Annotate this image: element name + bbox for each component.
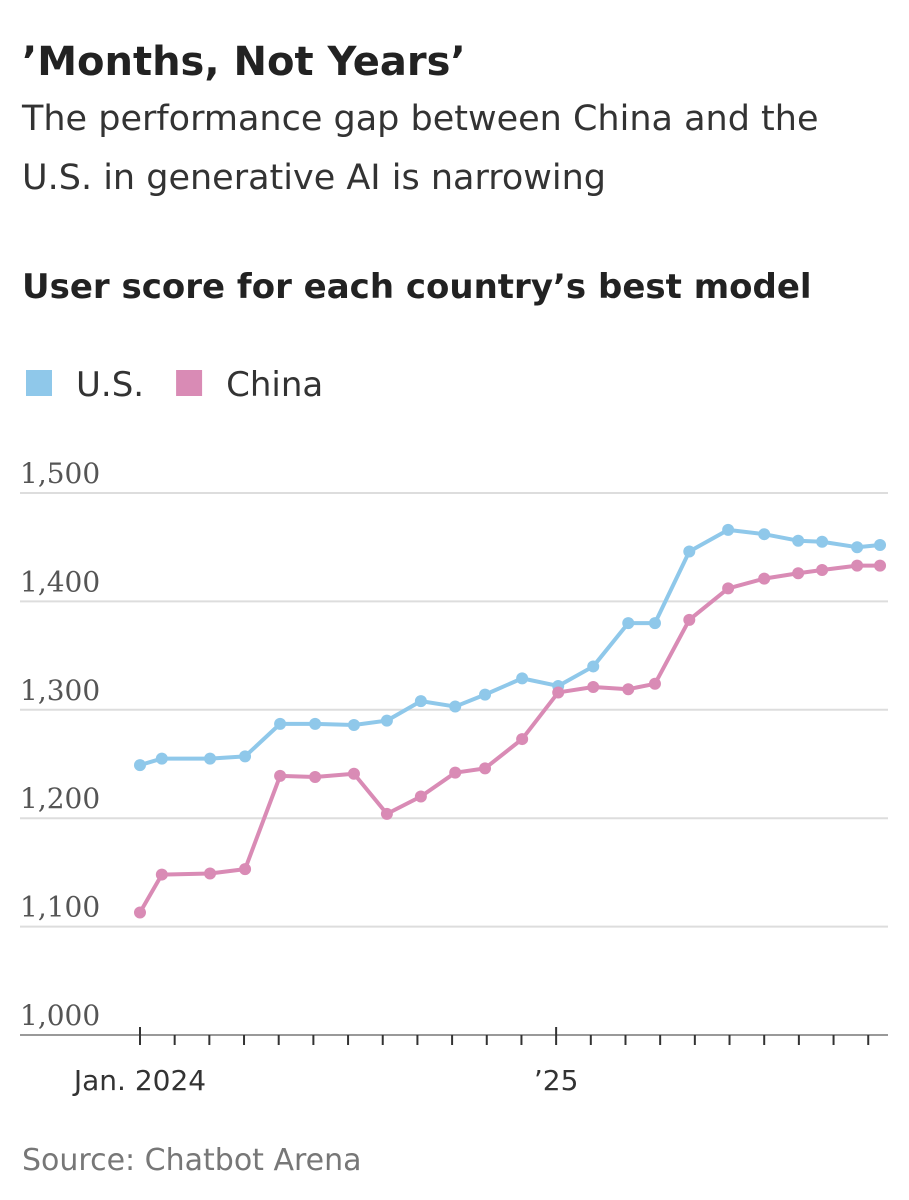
- data-point: [758, 528, 771, 541]
- series-line: [139, 527, 881, 768]
- data-point: [449, 766, 462, 779]
- chart-heading: User score for each country’s best model: [22, 267, 812, 307]
- data-point: [239, 750, 252, 763]
- subtitle-line: The performance gap between China and th…: [21, 99, 819, 139]
- y-tick-label: 1,400: [20, 565, 100, 598]
- y-tick-label: 1,100: [20, 891, 100, 924]
- data-point: [479, 762, 492, 775]
- data-point: [204, 752, 217, 765]
- data-point: [683, 545, 696, 558]
- data-point: [587, 681, 600, 694]
- data-point: [552, 686, 565, 699]
- data-point: [722, 582, 735, 595]
- data-point: [380, 807, 393, 820]
- data-point: [274, 769, 287, 782]
- data-point: [622, 683, 635, 696]
- x-tick-label: Jan. 2024: [72, 1064, 206, 1097]
- data-point: [133, 759, 146, 772]
- y-tick-label: 1,000: [20, 999, 100, 1032]
- data-point: [874, 539, 887, 552]
- data-point: [414, 790, 427, 803]
- subtitle-line: U.S. in generative AI is narrowing: [22, 158, 606, 198]
- data-point: [347, 767, 360, 780]
- data-point: [683, 613, 696, 626]
- data-point: [851, 541, 864, 554]
- data-point: [648, 617, 661, 630]
- data-point: [622, 617, 635, 630]
- data-point: [380, 714, 393, 727]
- legend-label: U.S.: [76, 365, 144, 405]
- legend-swatch: [26, 370, 52, 396]
- source: Source: Chatbot Arena: [22, 1143, 362, 1178]
- data-point: [851, 559, 864, 572]
- data-point: [516, 733, 529, 746]
- y-tick-label: 1,200: [20, 782, 100, 815]
- data-point: [758, 572, 771, 585]
- data-point: [239, 863, 252, 876]
- data-point: [516, 672, 529, 685]
- data-point: [587, 660, 600, 673]
- data-point: [414, 695, 427, 708]
- data-point: [792, 567, 805, 580]
- y-tick-label: 1,500: [20, 457, 100, 490]
- data-point: [874, 559, 887, 572]
- legend-swatch: [176, 370, 203, 396]
- data-point: [648, 677, 661, 690]
- data-point: [347, 718, 360, 731]
- data-point: [449, 700, 462, 713]
- data-point: [204, 867, 217, 880]
- data-point: [816, 535, 829, 548]
- data-point: [816, 563, 829, 576]
- data-point: [722, 523, 735, 536]
- data-point: [133, 906, 146, 919]
- chart-title: ’Months, Not Years’: [22, 39, 466, 85]
- data-point: [792, 534, 805, 547]
- legend-label: China: [226, 365, 323, 405]
- x-tick-label: ’25: [534, 1064, 579, 1097]
- data-point: [309, 771, 322, 784]
- data-point: [309, 717, 322, 730]
- data-point: [479, 688, 492, 701]
- data-point: [155, 752, 168, 765]
- data-point: [274, 717, 287, 730]
- data-point: [155, 868, 168, 881]
- y-tick-label: 1,300: [20, 674, 100, 707]
- series-line: [138, 563, 881, 914]
